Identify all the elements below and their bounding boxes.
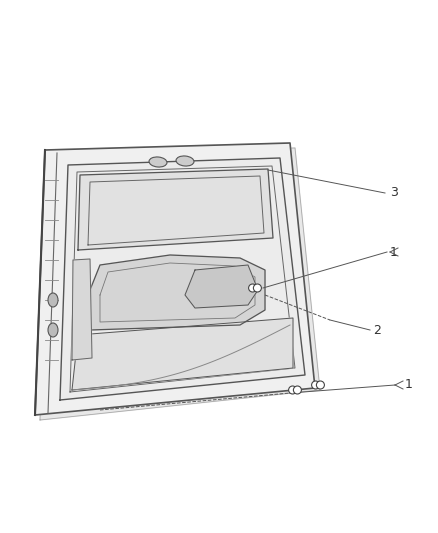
Text: 3: 3 bbox=[390, 187, 398, 199]
Circle shape bbox=[289, 386, 297, 394]
Polygon shape bbox=[72, 318, 293, 390]
Circle shape bbox=[293, 386, 301, 394]
Circle shape bbox=[249, 284, 257, 292]
Polygon shape bbox=[60, 158, 305, 400]
Circle shape bbox=[254, 284, 261, 292]
Polygon shape bbox=[35, 143, 315, 415]
Text: 2: 2 bbox=[373, 324, 381, 336]
Ellipse shape bbox=[48, 323, 58, 337]
Polygon shape bbox=[185, 265, 258, 308]
Polygon shape bbox=[90, 255, 265, 330]
Text: 1: 1 bbox=[405, 378, 413, 392]
Circle shape bbox=[316, 381, 325, 389]
Polygon shape bbox=[78, 169, 273, 250]
Text: 1: 1 bbox=[390, 246, 398, 259]
Polygon shape bbox=[40, 148, 320, 420]
Circle shape bbox=[311, 381, 320, 389]
Ellipse shape bbox=[149, 157, 167, 167]
Polygon shape bbox=[72, 259, 92, 360]
Ellipse shape bbox=[48, 293, 58, 307]
Ellipse shape bbox=[176, 156, 194, 166]
